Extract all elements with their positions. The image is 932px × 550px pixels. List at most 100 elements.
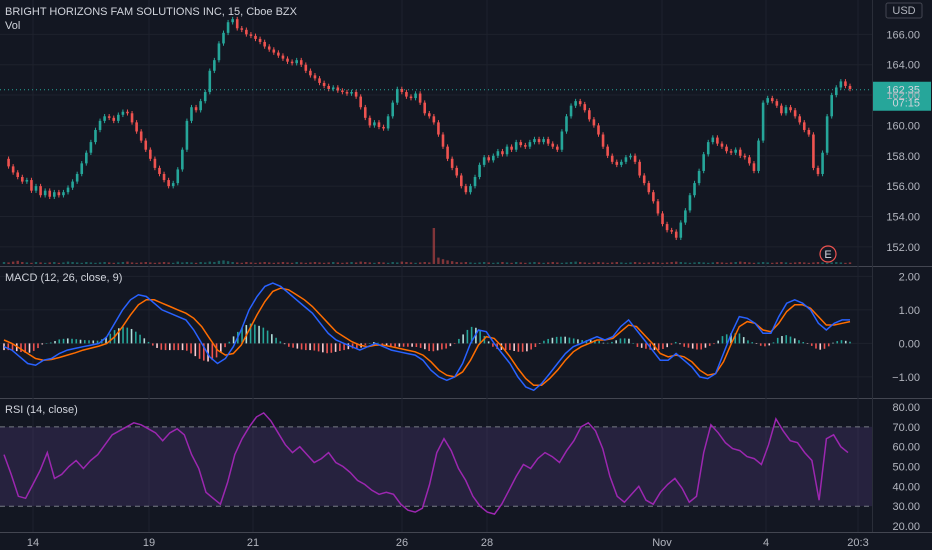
- volume-bar: [647, 262, 650, 264]
- volume-bar: [62, 262, 65, 264]
- volume-bar: [505, 262, 509, 264]
- volume-bar: [588, 262, 591, 264]
- macd-histogram-bar: [462, 334, 464, 344]
- macd-histogram-bar: [283, 343, 286, 345]
- candle-body: [606, 146, 609, 156]
- volume-bar: [606, 262, 609, 264]
- macd-histogram-bar: [394, 343, 396, 347]
- macd-histogram-bar: [538, 343, 541, 344]
- volume-bar: [771, 262, 774, 264]
- macd-histogram-bar: [96, 340, 99, 344]
- candle-body: [514, 142, 518, 150]
- candle-body: [231, 19, 234, 23]
- macd-histogram-bar: [411, 343, 413, 347]
- candle-body: [469, 186, 472, 193]
- volume-bar: [240, 262, 243, 264]
- candle-body: [208, 70, 212, 93]
- volume-bar: [391, 262, 394, 264]
- macd-histogram-bar: [45, 343, 48, 344]
- candle-body: [716, 137, 719, 144]
- macd-histogram-bar: [564, 336, 566, 344]
- volume-bar: [258, 262, 262, 264]
- volume-bar: [592, 262, 596, 264]
- currency-button[interactable]: USD: [885, 2, 923, 19]
- candle-body: [382, 126, 385, 129]
- macd-histogram-bar: [526, 343, 528, 352]
- volume-bar: [103, 262, 106, 264]
- candle-body: [725, 146, 728, 152]
- rsi-pane[interactable]: [0, 411, 872, 515]
- macd-histogram-bar: [445, 343, 447, 349]
- candle-body: [482, 157, 486, 165]
- volume-bar: [432, 228, 436, 264]
- candle-body: [368, 117, 372, 126]
- macd-title: MACD (12, 26, close, 9): [5, 272, 122, 284]
- volume-bar: [7, 262, 10, 264]
- macd-histogram-bar: [781, 336, 783, 344]
- volume-bar: [135, 262, 138, 264]
- volume-bar: [121, 262, 125, 264]
- macd-histogram-bar: [479, 330, 481, 344]
- macd-histogram-bar: [203, 343, 205, 361]
- candle-body: [551, 143, 555, 147]
- macd-histogram-bar: [428, 343, 430, 351]
- earnings-icon[interactable]: [819, 245, 837, 263]
- candle-body: [825, 116, 829, 153]
- volume-bar: [825, 262, 829, 264]
- rsi-title: RSI (14, close): [5, 404, 78, 416]
- macd-histogram-bar: [606, 342, 609, 344]
- volume-bar: [679, 262, 682, 264]
- volume-bar: [405, 262, 408, 264]
- macd-histogram-bar: [827, 343, 830, 347]
- macd-histogram-bar: [700, 343, 703, 350]
- volume-bar: [752, 262, 756, 264]
- macd-histogram-bar: [513, 343, 515, 351]
- macd-histogram-bar: [385, 343, 388, 346]
- volume-bar: [85, 262, 88, 264]
- volume-bar: [48, 262, 51, 264]
- volume-bar: [423, 262, 426, 264]
- macd-pane[interactable]: [3, 282, 851, 392]
- candle-body: [272, 49, 276, 53]
- volume-bar: [734, 262, 737, 264]
- macd-histogram-bar: [453, 343, 456, 344]
- volume-bar: [281, 262, 285, 264]
- candle-body: [94, 129, 97, 143]
- candle-body: [830, 95, 834, 117]
- candle-body: [194, 107, 198, 111]
- volume-bar: [386, 262, 390, 264]
- volume-bar: [830, 262, 833, 264]
- volume-bar: [327, 262, 330, 264]
- candle-body: [57, 192, 61, 196]
- volume-bar: [409, 262, 413, 264]
- volume-bar: [400, 261, 404, 264]
- candle-body: [318, 78, 321, 83]
- time-tick-label: 4: [763, 537, 769, 549]
- volume-bar: [213, 262, 216, 264]
- candle-body: [629, 155, 632, 158]
- candle-body: [620, 161, 623, 165]
- volume-bar: [597, 262, 600, 264]
- candle-body: [43, 190, 47, 196]
- candle-body: [48, 190, 52, 197]
- macd-histogram-bar: [789, 336, 792, 344]
- macd-histogram-bar: [258, 325, 260, 344]
- volume-bar: [533, 262, 536, 264]
- candle-body: [359, 96, 362, 108]
- volume-bar: [807, 262, 811, 264]
- candle-body: [386, 116, 390, 129]
- candle-body: [816, 167, 820, 174]
- macd-histogram-bar: [11, 343, 14, 351]
- candle-body: [505, 146, 509, 155]
- macd-histogram-bar: [377, 342, 379, 344]
- macd-histogram-bar: [28, 343, 31, 353]
- volume-bar: [437, 257, 440, 264]
- macd-histogram-bar: [313, 343, 316, 351]
- macd-histogram-bar: [776, 337, 779, 344]
- macd-histogram-bar: [105, 337, 107, 344]
- macd-histogram-bar: [764, 343, 766, 347]
- candle-body: [345, 92, 349, 94]
- volume-bar: [30, 262, 33, 264]
